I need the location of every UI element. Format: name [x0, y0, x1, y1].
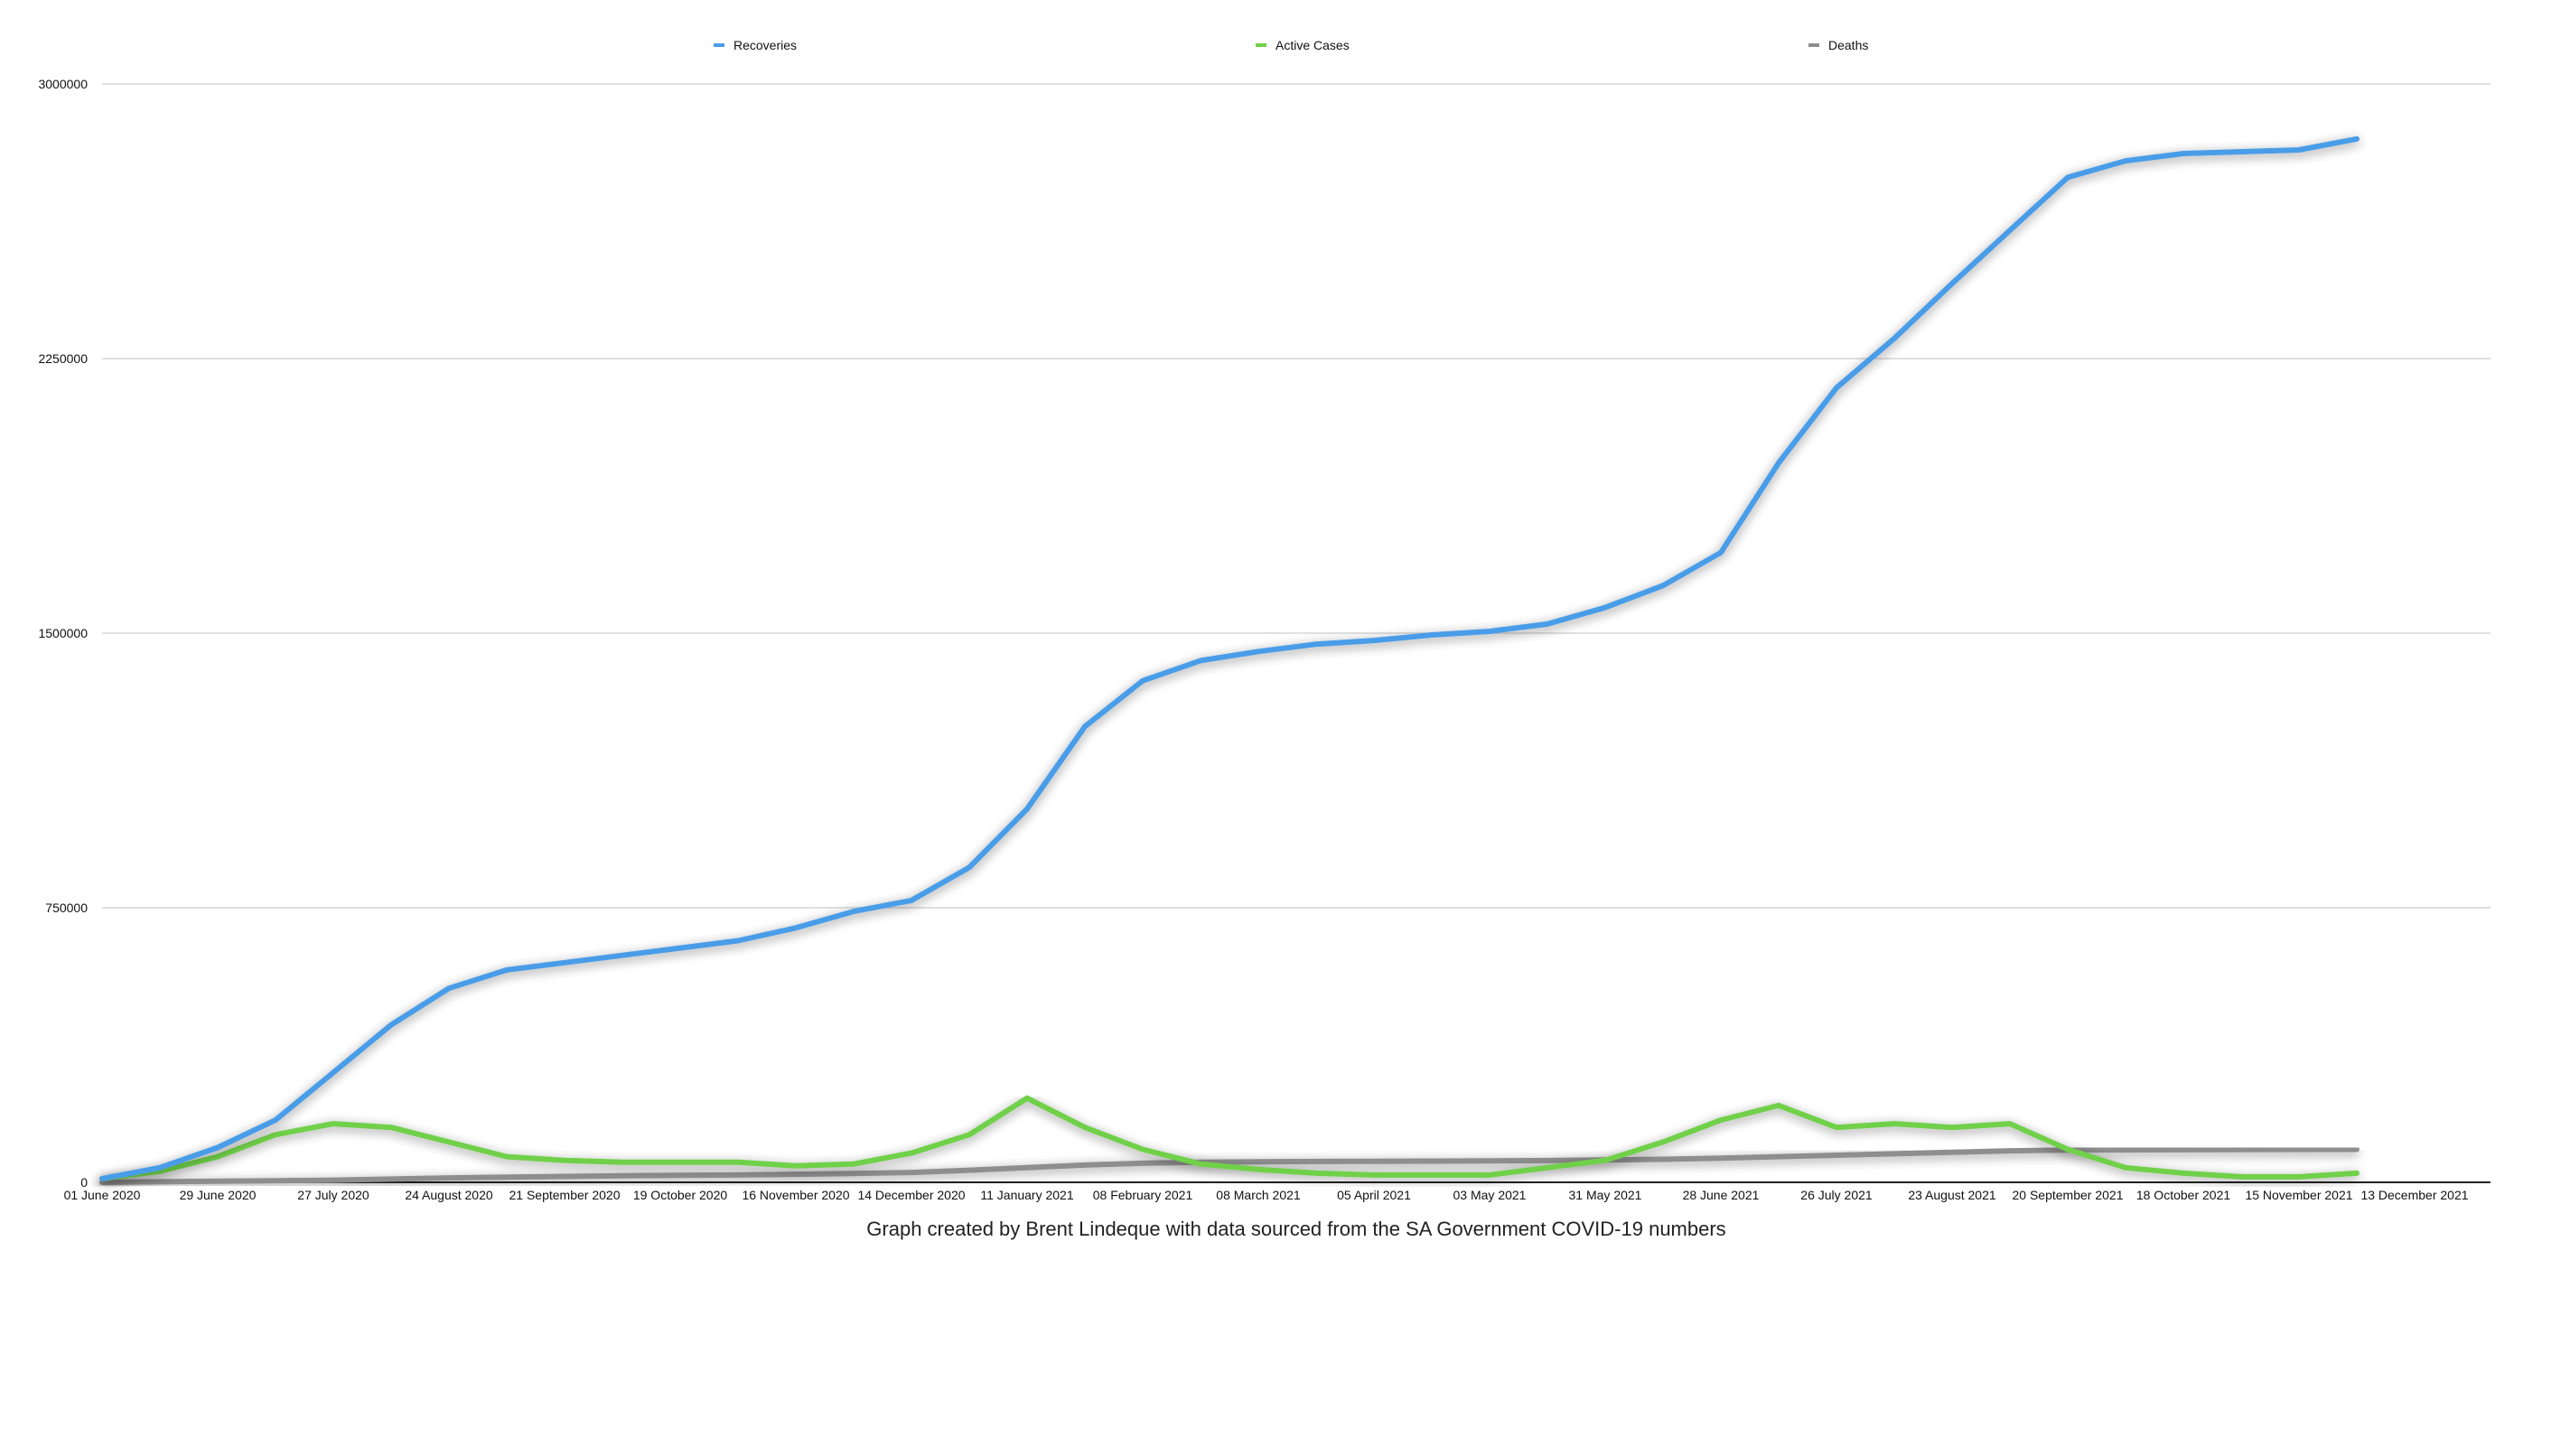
x-tick-label: 21 September 2020	[509, 1188, 621, 1202]
series-line-recoveries	[99, 135, 2359, 1181]
x-tick-label: 03 May 2021	[1453, 1188, 1527, 1202]
legend-label: Recoveries	[734, 38, 797, 52]
chart-caption: Graph created by Brent Lindeque with dat…	[866, 1218, 1725, 1240]
x-tick-label: 29 June 2020	[180, 1188, 257, 1202]
legend-swatch	[1808, 43, 1819, 47]
x-tick-label: 11 January 2021	[980, 1188, 1073, 1202]
x-tick-label: 13 December 2021	[2360, 1188, 2468, 1202]
x-tick-label: 31 May 2021	[1569, 1188, 1642, 1202]
series-lines	[99, 135, 2359, 1185]
gridlines	[102, 83, 2490, 1183]
legend-label: Active Cases	[1276, 38, 1350, 52]
x-tick-label: 05 April 2021	[1337, 1188, 1411, 1202]
legend-item-deaths: Deaths	[1808, 38, 1868, 52]
y-tick-label: 1500000	[38, 626, 88, 640]
x-tick-label: 24 August 2020	[405, 1188, 493, 1202]
x-axis: 01 June 2020 29 June 2020 27 July 2020 24 A…	[64, 1188, 2469, 1202]
x-tick-label: 27 July 2020	[297, 1188, 369, 1202]
legend: Recoveries Active Cases Deaths	[714, 38, 1868, 52]
x-tick-label: 23 August 2021	[1908, 1188, 1996, 1202]
x-tick-label: 16 November 2020	[742, 1188, 849, 1202]
x-tick-label: 15 November 2021	[2245, 1188, 2352, 1202]
y-tick-label: 3000000	[38, 77, 88, 91]
x-tick-label: 14 December 2020	[857, 1188, 965, 1202]
legend-item-recoveries: Recoveries	[714, 38, 797, 52]
y-axis: 0 750000 1500000 2250000 3000000	[38, 77, 88, 1190]
x-tick-label: 08 February 2021	[1093, 1188, 1193, 1202]
x-tick-label: 28 June 2021	[1683, 1188, 1760, 1202]
legend-swatch	[714, 43, 724, 47]
legend-swatch	[1256, 43, 1266, 47]
x-tick-label: 18 October 2021	[2136, 1188, 2231, 1202]
x-tick-label: 08 March 2021	[1216, 1188, 1301, 1202]
legend-item-active-cases: Active Cases	[1256, 38, 1350, 52]
y-tick-label: 750000	[45, 901, 88, 915]
y-tick-label: 2250000	[38, 351, 88, 366]
x-tick-label: 01 June 2020	[64, 1188, 141, 1202]
x-tick-label: 26 July 2021	[1800, 1188, 1873, 1202]
series-line-active-cases	[99, 1095, 2359, 1181]
y-tick-label: 0	[80, 1175, 88, 1190]
x-tick-label: 20 September 2021	[2013, 1188, 2124, 1202]
series-line-deaths	[99, 1146, 2359, 1185]
x-tick-label: 19 October 2020	[633, 1188, 728, 1202]
legend-label: Deaths	[1828, 38, 1868, 52]
